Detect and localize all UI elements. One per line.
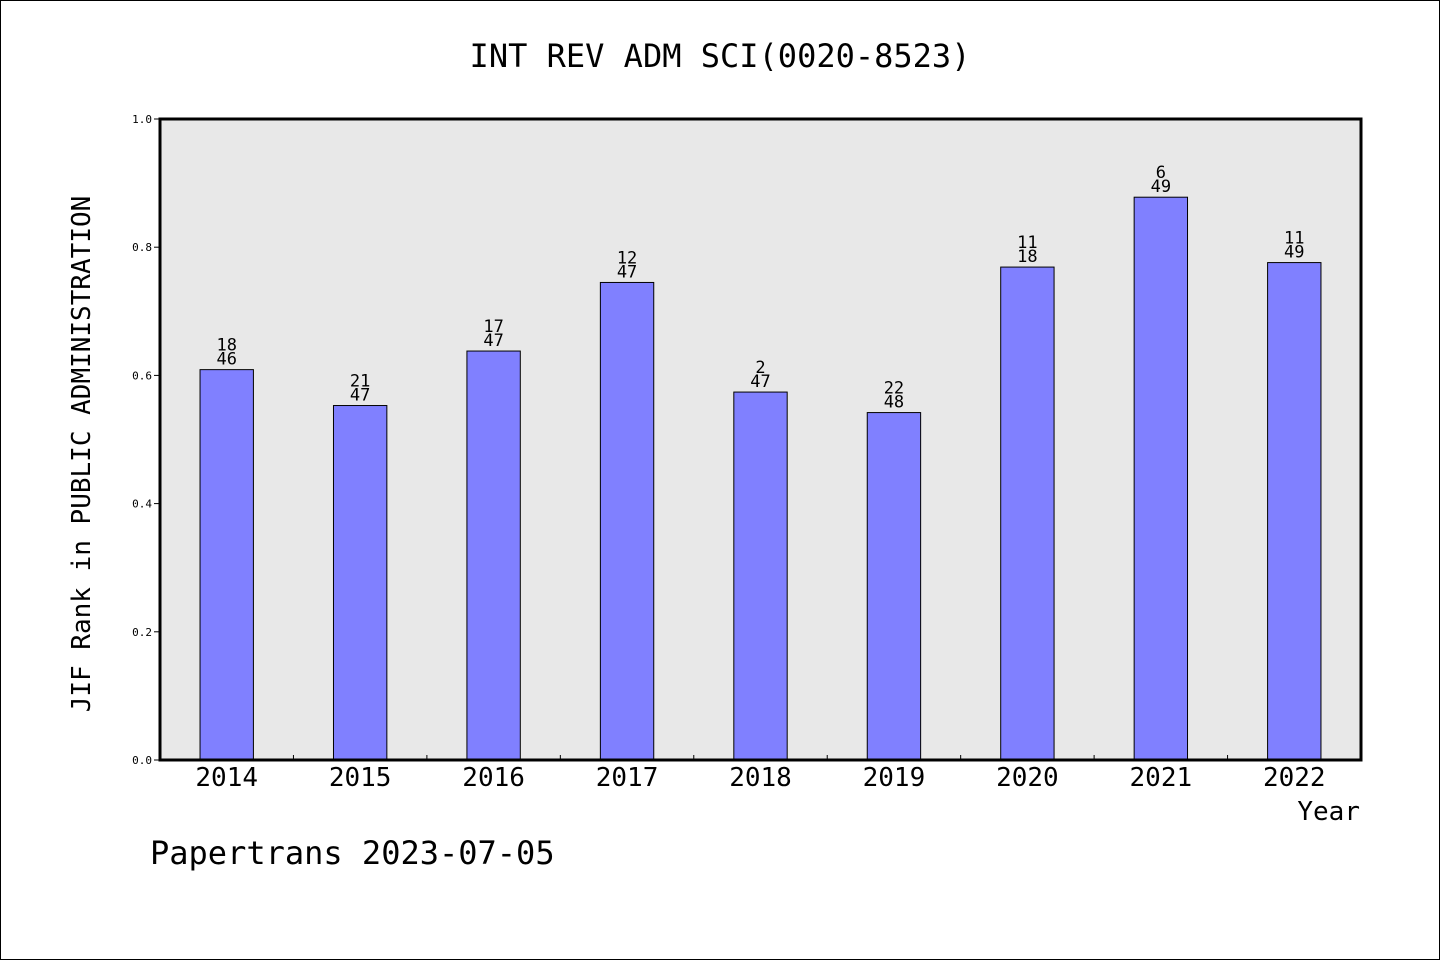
x-tick-label: 2019 <box>863 763 926 793</box>
bar-2014 <box>199 369 254 761</box>
footer-text: Papertrans 2023-07-05 <box>150 834 555 872</box>
bar-label-total: 47 <box>617 262 637 282</box>
y-tick-label: 0.6 <box>132 369 152 382</box>
bar-label-total: 48 <box>884 393 904 413</box>
plot-frame <box>158 117 1363 762</box>
x-tick-label: 2020 <box>996 763 1059 793</box>
x-tick-label: 2022 <box>1263 763 1326 793</box>
bar-label-total: 46 <box>216 350 236 370</box>
bar-2021 <box>1133 196 1189 761</box>
bar-label-rank: 11 <box>1017 233 1037 253</box>
bar-2017 <box>599 281 655 761</box>
bar-label-total: 47 <box>483 331 503 351</box>
bar-label-rank: 12 <box>617 248 637 268</box>
bar-label-total: 49 <box>1284 243 1304 263</box>
bar-label-rank: 21 <box>350 372 370 392</box>
x-axis-label: Year <box>1297 797 1360 827</box>
bars <box>199 196 1322 761</box>
bar-2018 <box>733 391 788 761</box>
x-tick-label: 2015 <box>329 763 392 793</box>
x-tick-label: 2016 <box>462 763 525 793</box>
bar-label-rank: 6 <box>1156 163 1166 183</box>
bar-2020 <box>1000 266 1055 761</box>
bar-2022 <box>1267 262 1322 761</box>
bar-2019 <box>866 412 922 761</box>
y-tick-label: 0.4 <box>132 498 152 511</box>
bar-label-rank: 11 <box>1284 229 1304 249</box>
bar-label-total: 18 <box>1017 247 1037 267</box>
x-tick-label: 2014 <box>195 763 258 793</box>
y-tick-label: 0.8 <box>132 241 152 254</box>
bar-label-rank: 18 <box>216 336 236 356</box>
bar-label-total: 47 <box>350 386 370 406</box>
bar-2016 <box>466 350 521 761</box>
y-tick-label: 1.0 <box>132 113 152 126</box>
x-tick-label: 2021 <box>1130 763 1193 793</box>
x-tick-label: 2017 <box>596 763 659 793</box>
bar-label-rank: 22 <box>884 379 904 399</box>
bar-label-total: 47 <box>750 372 770 392</box>
x-tick-label: 2018 <box>729 763 792 793</box>
bar-label-total: 49 <box>1151 177 1171 197</box>
chart-title: INT REV ADM SCI(0020-8523) <box>470 37 971 75</box>
bar-2015 <box>332 405 388 761</box>
x-axis: 2014 2015 2016 2017 2018 2019 2020 2021 2022 <box>195 755 1326 793</box>
bar-label-rank: 2 <box>755 358 765 378</box>
y-tick-label: 0.2 <box>132 626 152 639</box>
y-axis-label: JIF Rank in PUBLIC ADMINISTRATION <box>67 196 97 713</box>
bar-label-rank: 17 <box>483 317 503 337</box>
y-tick-label: 0.0 <box>132 754 152 767</box>
